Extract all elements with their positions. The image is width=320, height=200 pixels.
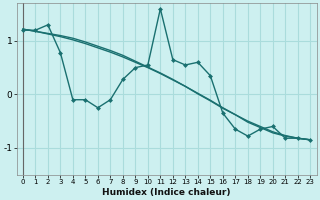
X-axis label: Humidex (Indice chaleur): Humidex (Indice chaleur) xyxy=(102,188,231,197)
